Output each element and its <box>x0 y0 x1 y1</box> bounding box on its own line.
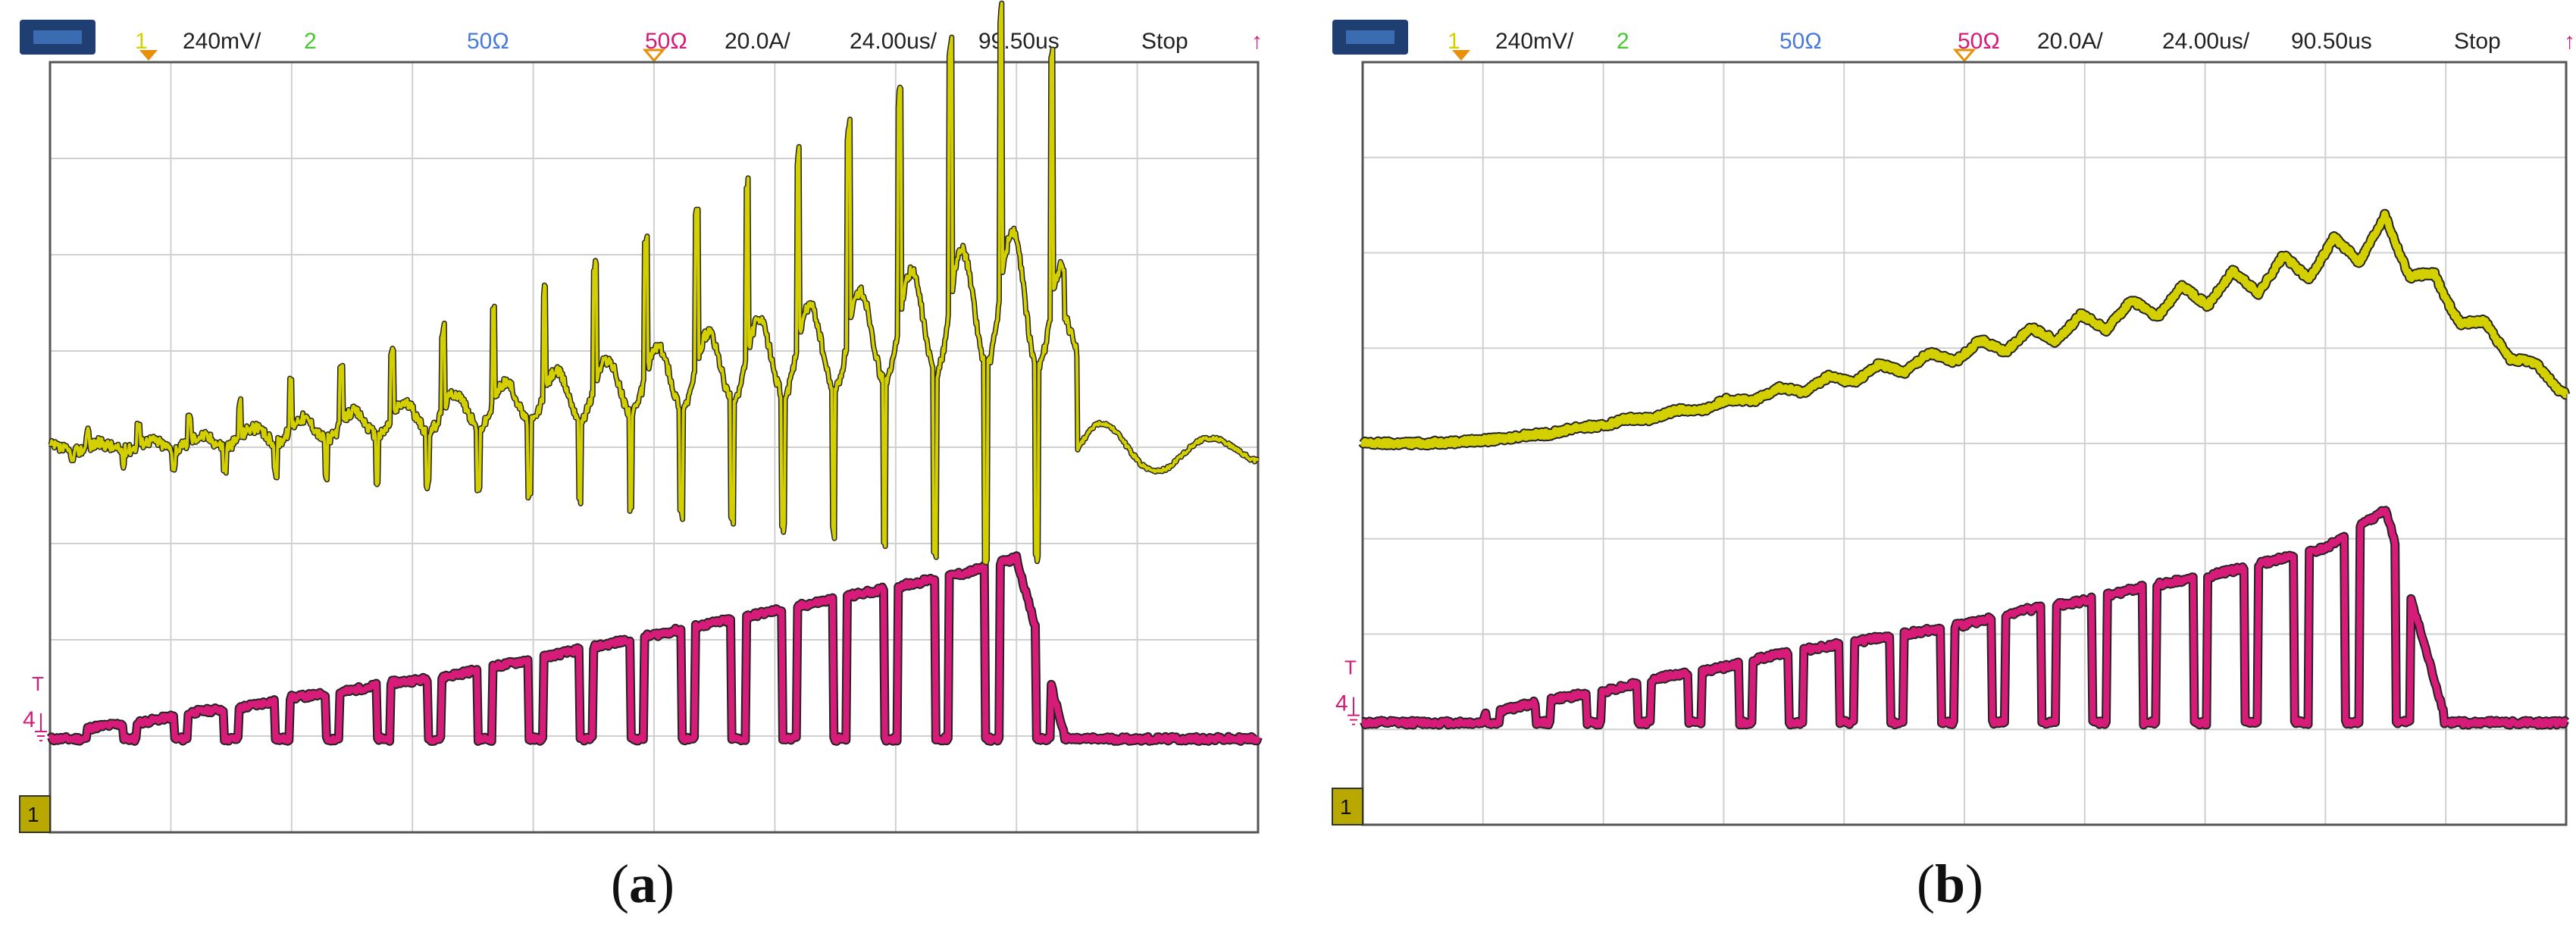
caption-a-close: ) <box>656 854 675 914</box>
caption-b-open: ( <box>1916 854 1935 914</box>
scope-header: 1 240mV/2 50Ω 50Ω 20.0A/24.00us/99.50us Stop ↑ <box>20 20 1263 55</box>
oscilloscope-panel-b: 1 240mV/2 50Ω 50Ω 20.0A/24.00us/90.50us Stop ↑… <box>1304 0 2576 943</box>
scope-svg-a: 1 240mV/2 50Ω 50Ω 20.0A/24.00us/99.50us Stop ↑… <box>19 0 1263 834</box>
ch2-number: 2 <box>1617 29 1629 54</box>
ch4-offset-marker: 4 <box>23 707 36 732</box>
ground-icon <box>1347 697 1360 725</box>
ch1-ground-marker <box>19 795 51 833</box>
ch4-current-trace <box>48 553 1261 744</box>
scope-frame <box>49 61 1260 834</box>
caption-a: (a) <box>529 853 756 916</box>
ch1-number: 1 <box>1448 29 1460 54</box>
ch3-impedance: 50Ω <box>1779 29 1822 54</box>
scope-menu-icon <box>33 30 82 44</box>
center-time-marker <box>642 49 666 63</box>
center-time-marker <box>1952 49 1977 63</box>
ch1-scale: 240mV/ <box>183 29 261 54</box>
scope-svg-b: 1 240mV/2 50Ω 50Ω 20.0A/24.00us/90.50us Stop ↑… <box>1332 20 2575 826</box>
acquisition-status: Stop <box>1141 29 1188 54</box>
ch4-scale: 20.0A/ <box>725 29 790 54</box>
trigger-delay: 99.50us <box>978 29 1060 54</box>
ch1-ground-marker <box>1332 788 1363 826</box>
caption-a-letter: a <box>629 854 656 914</box>
caption-a-open: ( <box>611 854 629 914</box>
ch4-offset-marker: 4 <box>1335 691 1348 716</box>
caption-b: (b) <box>1836 853 2064 916</box>
scope-grid <box>1363 62 2566 825</box>
caption-b-close: ) <box>1965 854 1983 914</box>
trigger-level-marker: T <box>1344 656 1357 679</box>
trigger-position-marker <box>139 50 158 61</box>
scope-menu-icon <box>1346 30 1394 44</box>
ch4-scale: 20.0A/ <box>2037 29 2103 54</box>
ch3-impedance: 50Ω <box>467 29 509 54</box>
ch1-scale: 240mV/ <box>1495 29 1574 54</box>
timebase: 24.00us/ <box>850 29 937 54</box>
trigger-position-marker <box>1452 50 1470 61</box>
ch1-number: 1 <box>135 29 148 54</box>
ch4-current-trace <box>1360 507 2568 728</box>
trigger-edge-icon: ↑ <box>1251 29 1263 54</box>
ch2-number: 2 <box>304 29 317 54</box>
ground-icon <box>35 713 47 741</box>
trigger-edge-icon: ↑ <box>2564 29 2575 54</box>
caption-b-letter: b <box>1934 854 1966 914</box>
ch1-voltage-trace <box>49 2 1260 565</box>
timebase: 24.00us/ <box>2162 29 2250 54</box>
ch1-voltage-trace <box>1360 210 2569 450</box>
oscilloscope-panel-a: 1 240mV/2 50Ω 50Ω 20.0A/24.00us/99.50us Stop ↑… <box>0 0 1273 943</box>
trigger-delay: 90.50us <box>2291 29 2372 54</box>
ch1-ground-label: 1 <box>1340 795 1352 819</box>
trigger-level-marker: T <box>32 672 44 695</box>
scope-header: 1 240mV/2 50Ω 50Ω 20.0A/24.00us/90.50us Stop ↑ <box>1332 20 2575 55</box>
ch1-ground-label: 1 <box>27 803 39 826</box>
acquisition-status: Stop <box>2454 29 2501 54</box>
